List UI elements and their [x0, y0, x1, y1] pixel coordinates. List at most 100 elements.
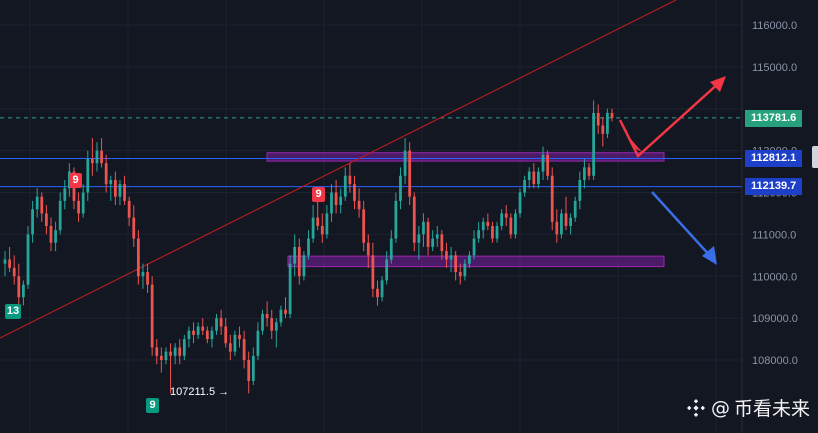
y-axis-tick-label: 116000.0	[752, 20, 797, 32]
candle-body	[555, 221, 559, 235]
candle-body	[325, 213, 329, 235]
candle-body	[380, 280, 384, 298]
candle-body	[587, 167, 591, 176]
candle-body	[302, 255, 306, 277]
candle-body	[596, 112, 600, 126]
candle-body	[463, 263, 467, 277]
candle-body	[127, 200, 131, 218]
candle-body	[187, 330, 191, 340]
candle-body	[412, 196, 416, 243]
candle-body	[564, 213, 568, 226]
trend-line	[0, 0, 677, 339]
candle-body	[284, 309, 287, 314]
candle-body	[334, 192, 338, 206]
candle-body	[270, 318, 274, 331]
candle-body	[210, 330, 214, 340]
candle-body	[385, 259, 389, 281]
candle-body	[81, 192, 85, 214]
candle-body	[399, 175, 402, 201]
candle-body	[560, 213, 563, 235]
candle-body	[58, 200, 62, 231]
candle-body	[104, 163, 108, 185]
candle-body	[22, 284, 25, 298]
candle-body	[362, 209, 366, 243]
candle-body	[17, 276, 21, 298]
candle-body	[509, 217, 513, 235]
candle-body	[468, 255, 471, 264]
candle-body	[247, 360, 251, 381]
candle-body	[307, 238, 310, 256]
candle-body	[123, 184, 126, 201]
candle-body	[532, 171, 536, 185]
candle-body	[353, 184, 356, 201]
candle-body	[215, 318, 218, 331]
candle-body	[261, 313, 264, 331]
candle-body	[422, 221, 425, 235]
low-price-value: 107211.5	[170, 386, 216, 398]
candle-body	[408, 150, 412, 197]
candle-body	[578, 179, 582, 201]
candle-body	[141, 272, 145, 277]
candle-body	[100, 150, 103, 164]
candle-body	[40, 196, 44, 214]
support-zone	[287, 255, 665, 268]
candle-body	[205, 330, 209, 340]
candle-body	[454, 255, 458, 273]
candle-body	[445, 251, 448, 260]
candle-body	[192, 330, 195, 335]
candle-body	[54, 230, 57, 243]
candle-body	[546, 154, 550, 176]
candle-body	[431, 238, 435, 247]
candle-body	[256, 330, 260, 356]
candle-body	[49, 226, 53, 243]
current-price-tag: 113781.6	[745, 110, 803, 127]
candle-body	[159, 355, 163, 360]
candle-body	[500, 213, 504, 226]
candle-body	[527, 171, 531, 180]
candle-body	[31, 209, 34, 235]
candle-body	[311, 217, 315, 239]
candle-body	[601, 125, 605, 134]
y-axis-tick-label: 109000.0	[752, 313, 798, 325]
bearish-projection-arrow	[651, 191, 713, 259]
candle-body	[403, 150, 407, 176]
candle-body	[228, 343, 232, 352]
level-low-price-tag: 112139.7	[745, 178, 803, 195]
candle-body	[486, 221, 490, 226]
candle-body	[330, 192, 333, 214]
candle-body	[201, 326, 205, 331]
candle-body	[514, 213, 517, 235]
candle-body	[537, 171, 540, 185]
candle-body	[109, 179, 113, 185]
candle-body	[389, 238, 393, 260]
y-axis-tick-label: 111000.0	[752, 229, 796, 241]
arrow-right-icon: →	[218, 386, 230, 398]
bullish-arrowhead	[710, 76, 726, 92]
candle-body	[297, 246, 301, 277]
candle-body	[371, 255, 375, 289]
candle-body	[440, 234, 444, 252]
candle-body	[274, 322, 278, 331]
candle-body	[348, 175, 352, 185]
candle-body	[150, 284, 154, 348]
candle-body	[491, 226, 494, 239]
candle-body	[504, 213, 508, 218]
td-count-badge: 13	[5, 304, 21, 319]
candle-body	[12, 267, 16, 277]
price-scale-handle[interactable]	[812, 146, 818, 168]
candle-body	[550, 175, 554, 222]
candle-body	[238, 334, 241, 340]
watermark-text: 币看未来	[733, 398, 810, 420]
candle-body	[357, 200, 361, 210]
candle-body	[155, 347, 159, 356]
candle-body	[146, 272, 149, 285]
candle-body	[541, 154, 545, 172]
candle-body	[376, 288, 379, 298]
candle-body	[288, 263, 292, 314]
candle-body	[449, 255, 453, 260]
candle-body	[606, 112, 609, 134]
candle-body	[63, 188, 67, 201]
candle-body	[95, 150, 99, 164]
